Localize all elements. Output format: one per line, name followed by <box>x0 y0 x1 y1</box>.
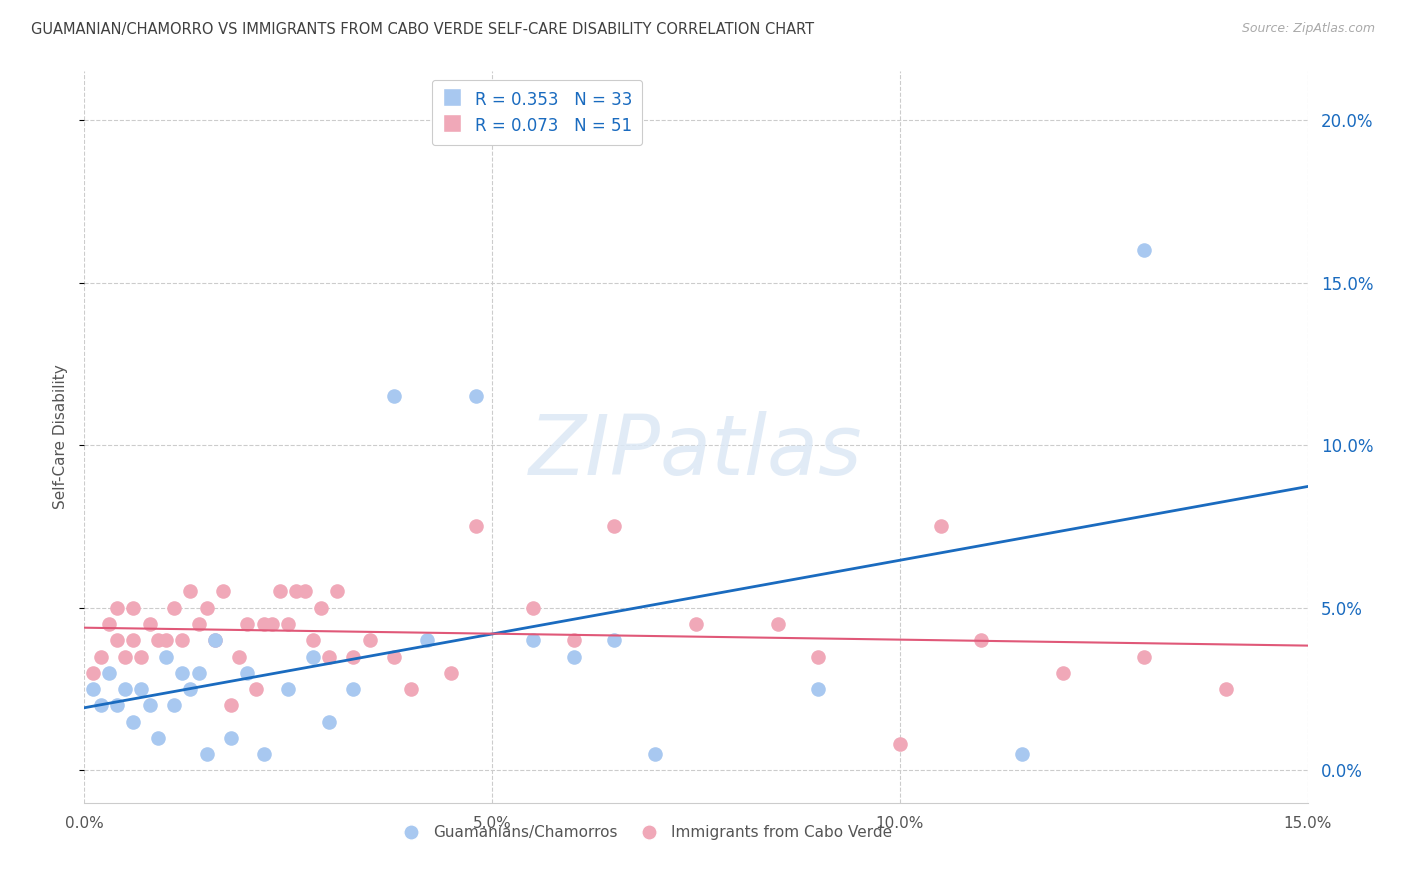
Point <box>1011 747 1033 761</box>
Point <box>294 584 316 599</box>
Point <box>122 600 145 615</box>
Point <box>114 681 136 696</box>
Point <box>122 714 145 729</box>
Point <box>179 584 201 599</box>
Point <box>172 665 194 680</box>
Point <box>464 389 486 403</box>
Point <box>562 649 585 664</box>
Point <box>97 665 120 680</box>
Point <box>172 633 194 648</box>
Point <box>82 681 104 696</box>
Text: Source: ZipAtlas.com: Source: ZipAtlas.com <box>1241 22 1375 36</box>
Point <box>90 698 112 713</box>
Point <box>138 617 160 632</box>
Y-axis label: Self-Care Disability: Self-Care Disability <box>53 365 69 509</box>
Point <box>1133 649 1156 664</box>
Point <box>105 633 128 648</box>
Point <box>1215 681 1237 696</box>
Point <box>260 617 283 632</box>
Point <box>1133 243 1156 257</box>
Point <box>146 731 169 745</box>
Point <box>416 633 439 648</box>
Point <box>807 681 830 696</box>
Point <box>309 600 332 615</box>
Point <box>219 698 242 713</box>
Point <box>342 649 364 664</box>
Point <box>253 747 276 761</box>
Text: GUAMANIAN/CHAMORRO VS IMMIGRANTS FROM CABO VERDE SELF-CARE DISABILITY CORRELATIO: GUAMANIAN/CHAMORRO VS IMMIGRANTS FROM CA… <box>31 22 814 37</box>
Point <box>204 633 226 648</box>
Point <box>522 633 544 648</box>
Point <box>277 681 299 696</box>
Point <box>269 584 291 599</box>
Point <box>440 665 463 680</box>
Point <box>685 617 707 632</box>
Point <box>236 617 259 632</box>
Point <box>603 519 626 533</box>
Point <box>163 698 186 713</box>
Point <box>228 649 250 664</box>
Point <box>179 681 201 696</box>
Point <box>245 681 267 696</box>
Point <box>187 665 209 680</box>
Text: ZIPatlas: ZIPatlas <box>529 411 863 492</box>
Point <box>138 698 160 713</box>
Point <box>236 665 259 680</box>
Point <box>464 519 486 533</box>
Point <box>359 633 381 648</box>
Point <box>929 519 952 533</box>
Point <box>342 681 364 696</box>
Point <box>122 633 145 648</box>
Point <box>155 649 177 664</box>
Point <box>522 600 544 615</box>
Point <box>644 747 666 761</box>
Point <box>326 584 349 599</box>
Point <box>603 633 626 648</box>
Point <box>163 600 186 615</box>
Point <box>90 649 112 664</box>
Point <box>970 633 993 648</box>
Point <box>219 731 242 745</box>
Point <box>131 649 153 664</box>
Point <box>807 649 830 664</box>
Point <box>766 617 789 632</box>
Point <box>82 665 104 680</box>
Point <box>318 649 340 664</box>
Point <box>382 389 405 403</box>
Point <box>105 698 128 713</box>
Point <box>562 633 585 648</box>
Point <box>146 633 169 648</box>
Legend: Guamanians/Chamorros, Immigrants from Cabo Verde: Guamanians/Chamorros, Immigrants from Ca… <box>396 819 898 847</box>
Point <box>285 584 308 599</box>
Point <box>105 600 128 615</box>
Point <box>318 714 340 729</box>
Point <box>97 617 120 632</box>
Point <box>382 649 405 664</box>
Point <box>399 681 422 696</box>
Point <box>212 584 235 599</box>
Point <box>195 600 218 615</box>
Point <box>131 681 153 696</box>
Point <box>195 747 218 761</box>
Point <box>114 649 136 664</box>
Point <box>1052 665 1074 680</box>
Point <box>301 649 323 664</box>
Point <box>301 633 323 648</box>
Point <box>187 617 209 632</box>
Point <box>155 633 177 648</box>
Point <box>277 617 299 632</box>
Point <box>889 737 911 751</box>
Point <box>253 617 276 632</box>
Point <box>204 633 226 648</box>
